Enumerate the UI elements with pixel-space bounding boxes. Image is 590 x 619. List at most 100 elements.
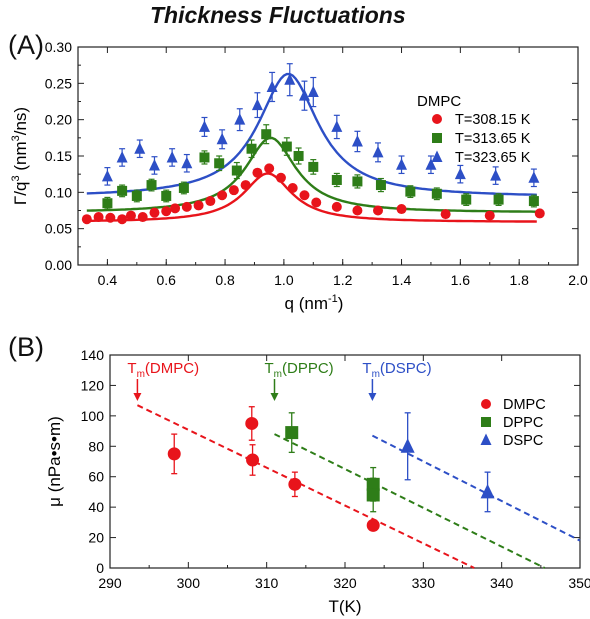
data-point-circle: [440, 209, 451, 220]
data-point-square: [178, 182, 189, 193]
data-point-circle: [288, 477, 302, 491]
y-tick-label-b: 80: [88, 438, 104, 454]
data-point-triangle: [298, 89, 310, 101]
fit-curve-circle: [86, 172, 537, 223]
data-point-circle: [352, 205, 363, 216]
data-point-triangle: [400, 438, 415, 453]
data-point-triangle: [331, 120, 343, 132]
data-point-circle: [217, 190, 228, 201]
x-tick-label-a: 1.6: [451, 272, 471, 288]
y-tick-label-a: 0.25: [45, 75, 72, 91]
data-point-circle: [117, 214, 128, 225]
legend-label-a: T=323.65 K: [455, 150, 531, 166]
data-point-triangle: [480, 483, 495, 499]
y-tick-label-a: 0.05: [45, 221, 72, 237]
x-tick-label-b: 310: [255, 575, 279, 591]
data-point-square: [431, 188, 442, 199]
trend-line-triangle: [371, 434, 581, 542]
data-point-square: [117, 185, 128, 196]
tm-annotation: Tm(DMPC): [127, 360, 199, 380]
figure-title: Thickness Fluctuations: [150, 2, 406, 28]
data-point-circle: [287, 182, 298, 193]
data-point-circle: [245, 416, 259, 430]
tm-annotation: Tm(DSPC): [362, 360, 431, 380]
x-tick-label-a: 1.4: [392, 272, 412, 288]
tm-annotation: Tm(DPPC): [265, 360, 334, 380]
legend-marker-b-triangle: [480, 433, 492, 445]
x-tick-label-a: 0.8: [215, 272, 235, 288]
data-point-triangle: [351, 134, 363, 147]
trend-line-square: [274, 433, 546, 569]
data-point-circle: [125, 210, 136, 221]
y-tick-label-a: 0.15: [45, 148, 72, 164]
data-point-triangle: [266, 80, 278, 92]
data-point-triangle: [307, 85, 319, 98]
data-point-circle: [246, 453, 260, 467]
x-tick-label-b: 350: [568, 575, 590, 591]
y-tick-label-b: 60: [88, 469, 104, 485]
y-axis-label-a: Γ/q3 (nm3/ns): [10, 107, 30, 205]
data-point-square: [493, 194, 504, 205]
legend-marker-a-circle: [432, 114, 442, 124]
data-point-triangle: [372, 145, 384, 158]
data-point-square: [528, 196, 539, 207]
data-point-square: [214, 158, 225, 169]
data-point-circle: [161, 206, 172, 217]
legend-label-b: DMPC: [503, 397, 546, 413]
data-point-square: [308, 161, 319, 172]
data-point-square: [366, 488, 380, 502]
trend-line-circle: [136, 404, 475, 569]
plot-frame-b: [109, 354, 581, 569]
data-point-triangle: [454, 167, 466, 180]
data-point-square: [161, 190, 172, 201]
legend-title-a: DMPC: [417, 93, 461, 110]
data-point-triangle: [425, 158, 437, 170]
data-point-square: [285, 426, 299, 440]
data-point-circle: [81, 214, 92, 225]
data-point-circle: [137, 212, 148, 223]
legend-marker-a-triangle: [431, 150, 443, 162]
data-point-triangle: [234, 113, 246, 125]
data-point-square: [375, 180, 386, 191]
data-point-triangle: [251, 98, 263, 111]
y-tick-label-a: 0.10: [45, 184, 72, 200]
data-point-triangle: [490, 169, 502, 181]
data-point-square: [231, 165, 242, 176]
data-point-square: [331, 174, 342, 185]
tm-arrow-head: [270, 393, 279, 401]
data-point-square: [261, 129, 272, 140]
data-point-triangle: [216, 132, 228, 145]
y-tick-label-b: 100: [81, 408, 105, 424]
legend-marker-b-circle: [481, 399, 491, 409]
data-point-triangle: [528, 171, 540, 183]
y-tick-label-b: 0: [96, 560, 104, 576]
data-point-circle: [240, 180, 251, 191]
x-tick-label-b: 340: [490, 575, 514, 591]
data-point-triangle: [116, 150, 128, 163]
x-tick-label-a: 0.6: [157, 272, 177, 288]
data-point-triangle: [166, 150, 178, 163]
data-point-circle: [331, 201, 342, 212]
data-point-square: [146, 180, 157, 191]
data-point-square: [199, 152, 210, 163]
data-point-square: [246, 143, 257, 154]
y-tick-label-a: 0.00: [45, 257, 72, 273]
x-axis-label-b: T(K): [328, 597, 361, 616]
data-point-triangle: [181, 156, 193, 169]
y-tick-label-b: 20: [88, 530, 104, 546]
data-point-square: [352, 176, 363, 187]
x-tick-label-a: 0.4: [98, 272, 118, 288]
x-tick-label-b: 300: [177, 575, 201, 591]
data-point-circle: [93, 212, 104, 223]
data-point-circle: [181, 201, 192, 212]
data-point-circle: [311, 197, 322, 208]
y-tick-label-b: 120: [81, 377, 105, 393]
data-point-circle: [193, 200, 204, 211]
data-point-square: [461, 194, 472, 205]
data-point-square: [405, 186, 416, 197]
data-point-circle: [299, 190, 310, 201]
x-tick-label-b: 330: [412, 575, 436, 591]
x-tick-label-b: 290: [98, 575, 122, 591]
